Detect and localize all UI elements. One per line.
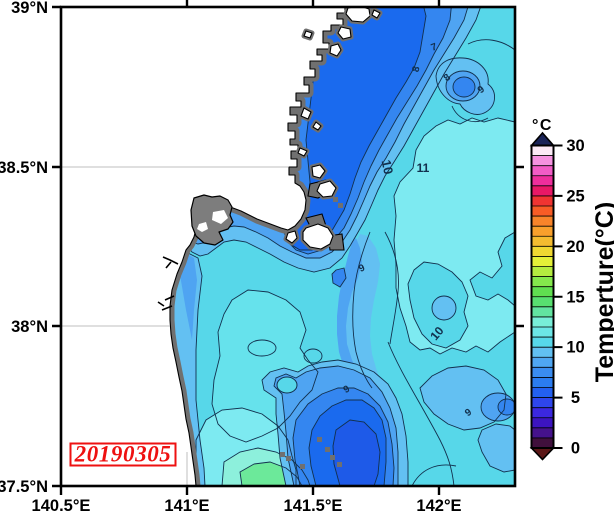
svg-text:10: 10: [566, 339, 584, 357]
svg-text:20: 20: [566, 238, 584, 256]
svg-text:8: 8: [411, 65, 423, 74]
svg-text:30: 30: [566, 137, 584, 155]
svg-text:5: 5: [571, 389, 580, 407]
svg-text:38.5°N: 38.5°N: [0, 159, 48, 177]
svg-text:9: 9: [357, 262, 367, 275]
svg-text:9: 9: [342, 383, 353, 396]
svg-text:Temperture(°C): Temperture(°C): [591, 202, 614, 382]
svg-text:15: 15: [566, 288, 584, 306]
svg-text:38°N: 38°N: [11, 318, 48, 336]
svg-text:141.5°E: 141.5°E: [284, 497, 343, 512]
svg-text:39°N: 39°N: [11, 0, 48, 17]
svg-text:°C: °C: [532, 117, 553, 134]
svg-text:141°E: 141°E: [164, 497, 209, 512]
svg-text:37.5°N: 37.5°N: [0, 478, 48, 496]
svg-text:142°E: 142°E: [416, 497, 461, 512]
svg-text:9: 9: [463, 407, 474, 419]
svg-text:11: 11: [417, 161, 430, 175]
svg-text:7: 7: [430, 41, 439, 53]
svg-text:9: 9: [476, 84, 488, 96]
svg-text:10: 10: [379, 158, 397, 175]
svg-text:25: 25: [566, 187, 584, 205]
svg-text:0: 0: [571, 440, 580, 458]
svg-text:8: 8: [442, 72, 454, 84]
svg-text:20190305: 20190305: [74, 442, 172, 467]
svg-text:140.5°E: 140.5°E: [32, 497, 91, 512]
